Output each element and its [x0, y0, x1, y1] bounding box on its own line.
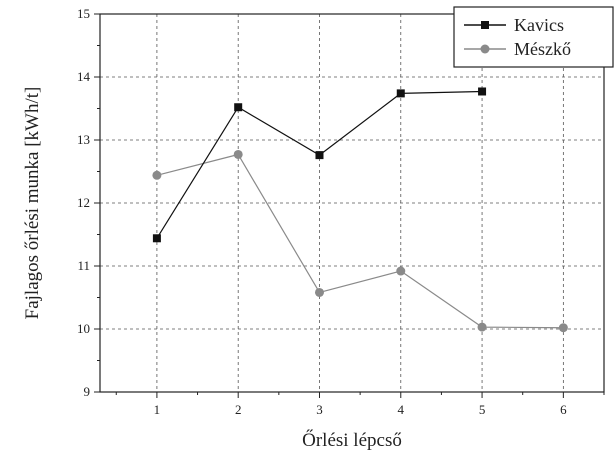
legend-label: Mészkő [514, 39, 571, 59]
legend-item: Kavics [464, 15, 564, 35]
x-tick-label: 4 [398, 402, 405, 417]
y-tick-label: 12 [77, 195, 90, 210]
legend: Kavics Mészkő [453, 6, 614, 68]
x-tick-label: 3 [316, 402, 323, 417]
y-axis-label: Fajlagos őrlési munka [kWh/t] [22, 87, 43, 320]
legend-marker [481, 21, 489, 29]
legend-marker [480, 44, 490, 54]
series-layer [152, 87, 568, 333]
y-tick-label: 13 [77, 132, 90, 147]
grid-lines [100, 14, 604, 392]
y-tick-label: 14 [77, 69, 91, 84]
y-tick-label: 15 [77, 6, 90, 21]
data-point [315, 151, 324, 160]
y-tick-label: 11 [77, 258, 90, 273]
data-point [233, 149, 243, 159]
data-point [152, 170, 162, 180]
y-tick-label: 9 [84, 384, 91, 399]
series-line [156, 153, 564, 329]
data-point [396, 89, 405, 98]
series-mészkő [152, 149, 568, 333]
x-axis-label: Őrlési lépcső [302, 429, 402, 451]
series-kavics [152, 87, 487, 243]
data-point [477, 322, 487, 332]
legend-label: Kavics [514, 15, 564, 35]
data-point [314, 287, 324, 297]
legend-item: Mészkő [464, 39, 571, 59]
x-tick-label: 2 [235, 402, 242, 417]
data-point [558, 323, 568, 333]
data-point [234, 103, 243, 112]
y-tick-label: 10 [77, 321, 90, 336]
data-point [478, 87, 487, 96]
x-tick-label: 1 [154, 402, 161, 417]
x-tick-label: 6 [560, 402, 567, 417]
data-point [152, 234, 161, 243]
data-point [396, 266, 406, 276]
x-tick-label: 5 [479, 402, 486, 417]
legend-box [453, 6, 614, 68]
